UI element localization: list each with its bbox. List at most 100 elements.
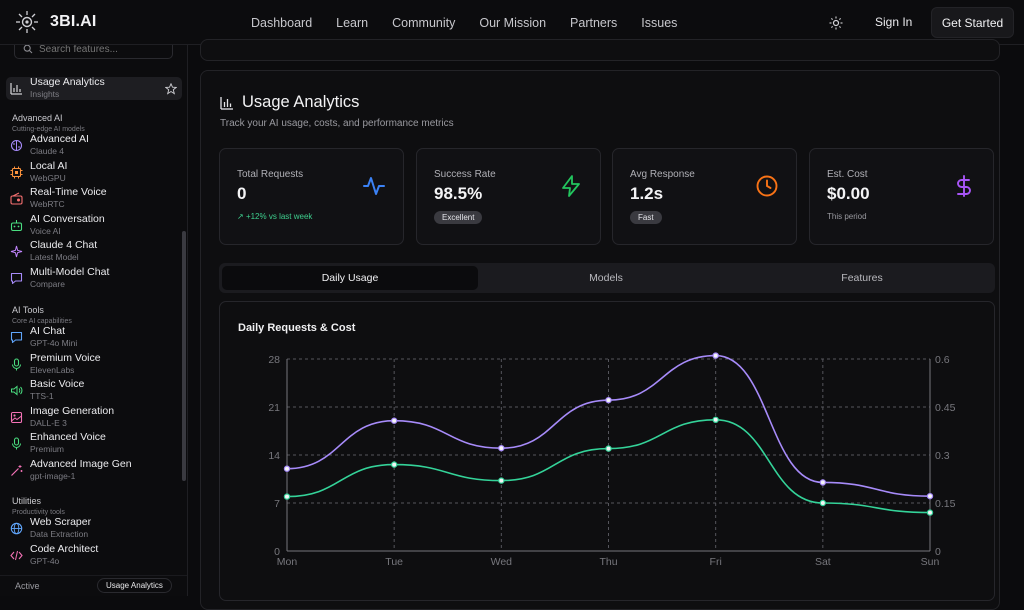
sidebar-item-web-scraper[interactable]: Web Scraper Data Extraction [10,516,91,540]
cpu-icon [10,166,23,179]
nav-partners[interactable]: Partners [570,15,618,30]
usage-analytics-panel: Usage Analytics Track your AI usage, cos… [200,70,1000,610]
sidebar-item-sublabel: Voice AI [30,225,61,236]
series-point-1 [498,477,505,484]
sidebar-item-label: Enhanced Voice [30,431,106,444]
sidebar-item-multi-model-chat[interactable]: Multi-Model Chat Compare [10,266,109,290]
sidebar-item-image-generation[interactable]: Image Generation DALL-E 3 [10,405,114,429]
clock-icon [756,175,778,197]
sign-in-button[interactable]: Sign In [875,15,913,29]
x-tick-label: Wed [491,556,513,568]
sun-icon[interactable] [829,16,843,30]
x-tick-label: Sun [921,556,940,568]
sidebar-item-label: Claude 4 Chat [30,239,98,252]
bot-icon [10,219,23,231]
nav-learn[interactable]: Learn [336,15,369,30]
sidebar-item-label: Web Scraper [30,516,92,528]
tab-models[interactable]: Models [589,272,623,284]
sidebar-item-label: Code Architect [30,542,99,555]
sidebar-item-label: AI Conversation [30,212,105,225]
sidebar-search[interactable] [14,45,173,59]
brand[interactable]: 3BI.AI [14,9,97,35]
sidebar-item-usage-analytics-content: Usage Analytics Insights [10,76,105,100]
nav-our-mission[interactable]: Our Mission [479,15,547,30]
series-point-1 [283,493,291,500]
sidebar-item-sublabel: WebGPU [30,172,66,183]
series-point-0 [390,417,398,424]
get-started-button[interactable]: Get Started [931,7,1014,38]
page-title: Usage Analytics [220,93,359,112]
stat-value: 0 [237,184,247,203]
sidebar-item-usage-analytics[interactable] [6,77,182,100]
stat-card-success-rate: Success Rate 98.5% Excellent [416,148,601,245]
sidebar-item-ai-conversation[interactable]: AI Conversation Voice AI [10,213,105,237]
sidebar-item-sublabel: Claude 4 [30,146,65,156]
sidebar-item-label: Advanced Image Gen [30,458,132,470]
tab-features[interactable]: Features [841,272,883,284]
nav-dashboard[interactable]: Dashboard [251,15,313,30]
page-title-text: Usage Analytics [242,93,360,111]
nav-issues[interactable]: Issues [641,15,678,30]
y-right-tick-label: 0.6 [935,354,950,366]
y-right-tick-label: 0.45 [935,402,956,414]
footer-active-label: Active [15,581,40,591]
sidebar-item-local-ai[interactable]: Local AI WebGPU [10,160,67,184]
series-point-1 [926,509,934,516]
wand-icon [11,465,23,476]
sidebar-item-advanced-image-gen[interactable]: Advanced Image Gen gpt-image-1 [10,458,132,482]
series-point-1 [390,461,398,468]
sidebar-item-advanced-ai[interactable]: Advanced AI Claude 4 [10,133,89,157]
sidebar-section-title: Advanced AI [12,113,63,123]
previous-card [200,39,1000,61]
mic-icon [12,437,21,450]
mic-icon [12,358,21,371]
sidebar-scrollbar[interactable] [182,231,186,481]
sidebar-item-label: Basic Voice [30,378,85,391]
sidebar-section-subtitle: Productivity tools [12,509,65,516]
sidebar-item-claude-4-chat[interactable]: Claude 4 Chat Latest Model [10,239,97,263]
image-icon [10,411,23,423]
search-input[interactable] [39,45,159,55]
stat-trend: ↗ +12% vs last week [237,212,313,221]
sidebar-item-enhanced-voice[interactable]: Enhanced Voice Premium [10,431,106,455]
sidebar-item-label: Usage Analytics [30,76,105,88]
brand-logo-icon [16,11,38,33]
stat-label: Avg Response [630,169,695,180]
sidebar-item-sublabel: Compare [30,279,65,289]
volume-icon [11,385,23,396]
sidebar-item-premium-voice[interactable]: Premium Voice ElevenLabs [10,352,101,376]
status-badge: Fast [630,211,662,224]
series-point-1 [712,416,719,424]
sidebar-item-sublabel: Premium [30,444,65,455]
sidebar-item-real-time-voice[interactable]: Real-Time Voice WebRTC [10,186,107,210]
chart-title: Daily Requests & Cost [238,322,356,334]
tab-daily-usage[interactable]: Daily Usage [222,266,478,290]
star-icon[interactable] [165,83,177,95]
brain-icon [10,139,23,152]
nav-community[interactable]: Community [392,15,456,30]
y-right-tick-label: 0.3 [935,450,950,462]
sidebar-footer: Active Usage Analytics [0,575,187,596]
sidebar-item-basic-voice[interactable]: Basic Voice TTS-1 [10,378,84,402]
y-left-tick-label: 14 [268,450,280,462]
sidebar-item-label: AI Chat [30,325,66,337]
y-right-tick-label: 0.15 [935,498,956,510]
bar-chart-icon [220,96,233,110]
y-left-tick-label: 28 [268,354,280,366]
brand-name: 3BI.AI [50,13,97,30]
sidebar-section-title: Utilities [12,496,42,506]
chart-card: Daily Requests & Cost 0 7 14 21 28 0 0.15 0.3 0.… [219,301,995,601]
sidebar-item-sublabel: Latest Model [30,252,79,263]
series-point-0 [926,492,934,500]
sidebar-item-ai-chat[interactable]: AI Chat GPT-4o Mini [10,325,77,349]
message-icon [10,331,23,344]
bar-chart-icon [10,83,22,95]
sidebar-item-code-architect[interactable]: Code Architect GPT-4o [10,543,98,567]
x-tick-label: Tue [385,556,403,568]
page-subtitle: Track your AI usage, costs, and performa… [220,118,454,129]
sidebar-item-label: Advanced AI [30,133,89,145]
sidebar-item-label: Real-Time Voice [30,186,107,199]
sidebar-item-sublabel: Data Extraction [30,529,89,539]
sidebar-item-sublabel: WebRTC [30,199,65,210]
y-right-tick-label: 0 [935,546,941,558]
